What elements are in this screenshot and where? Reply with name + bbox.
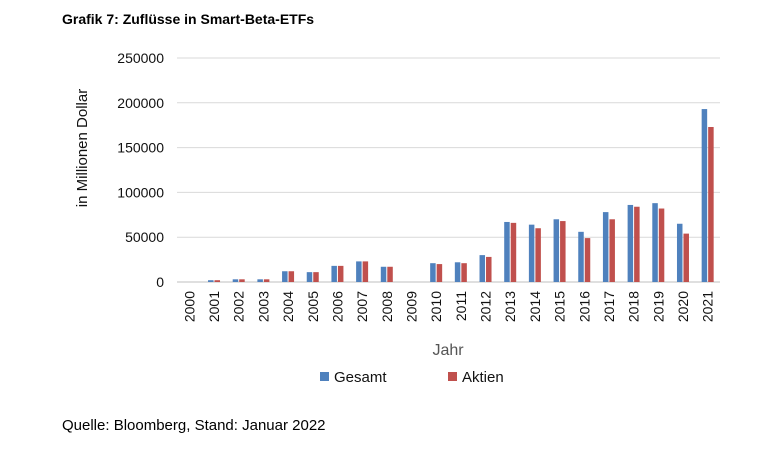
- bar-aktien-2020: [683, 233, 689, 282]
- bar-gesamt-2012: [479, 255, 486, 282]
- y-tick-label: 100000: [117, 184, 164, 200]
- x-tick-label: 2010: [428, 291, 444, 322]
- bar-aktien-2001: [214, 280, 221, 282]
- bar-gesamt-2010: [430, 263, 436, 282]
- bar-aktien-2006: [337, 265, 344, 282]
- legend-swatch-gesamt: [320, 372, 329, 381]
- bar-aktien-2021: [708, 126, 714, 282]
- bar-gesamt-2001: [208, 280, 214, 282]
- bar-gesamt-2017: [602, 212, 609, 282]
- x-tick-label: 2016: [576, 291, 592, 322]
- legend-label-gesamt: Gesamt: [334, 369, 387, 386]
- bar-aktien-2002: [239, 279, 245, 282]
- bar-gesamt-2007: [356, 261, 362, 282]
- bar-gesamt-2013: [504, 221, 510, 282]
- x-tick-label: 2001: [206, 291, 222, 322]
- x-tick-label: 2008: [379, 291, 395, 322]
- chart-title: Grafik 7: Zuflüsse in Smart-Beta-ETFs: [62, 11, 315, 27]
- bar-aktien-2018: [634, 206, 640, 282]
- y-tick-labels: 250000 200000 150000 100000 50000 0: [117, 50, 164, 290]
- bar-aktien-2014: [535, 228, 541, 282]
- bar-aktien-2008: [387, 266, 393, 282]
- x-tick-label: 2009: [403, 291, 419, 322]
- source-note: Quelle: Bloomberg, Stand: Januar 2022: [62, 417, 326, 434]
- x-tick-labels: 2000 2001 2002 2003 2004 2005 2006 2007 2008 2009…: [181, 291, 715, 322]
- bar-aktien-2005: [313, 272, 319, 282]
- y-tick-label: 50000: [125, 229, 164, 245]
- bar-aktien-2019: [658, 208, 665, 282]
- legend: Gesamt Aktien: [320, 369, 504, 386]
- y-axis-title: in Millionen Dollar: [74, 89, 91, 207]
- bar-gesamt-2016: [578, 231, 584, 282]
- x-tick-label: 2000: [181, 291, 197, 322]
- x-tick-label: 2004: [280, 291, 296, 322]
- x-tick-label: 2015: [552, 291, 568, 322]
- bar-aktien-2011: [461, 263, 467, 282]
- bar-gesamt-2002: [232, 279, 239, 282]
- bar-aktien-2015: [560, 221, 566, 282]
- bar-gesamt-2020: [676, 223, 683, 282]
- bar-aktien-2016: [584, 238, 591, 282]
- x-tick-label: 2005: [305, 291, 321, 322]
- bar-gesamt-2015: [553, 219, 560, 282]
- x-tick-label: 2003: [255, 291, 271, 322]
- legend-swatch-aktien: [448, 372, 457, 381]
- x-axis-title: Jahr: [432, 342, 464, 359]
- x-tick-label: 2013: [502, 291, 518, 322]
- bar-gesamt-2021: [701, 109, 708, 283]
- legend-label-aktien: Aktien: [462, 369, 504, 386]
- bar-gesamt-2008: [380, 266, 387, 282]
- bar-gesamt-2006: [331, 265, 337, 282]
- bar-aktien-2013: [510, 222, 517, 282]
- bar-aktien-2007: [362, 261, 369, 282]
- bar-gesamt-2005: [306, 272, 313, 282]
- x-tick-label: 2017: [601, 291, 617, 322]
- bar-aktien-2010: [436, 264, 443, 282]
- y-tick-label: 200000: [117, 95, 164, 111]
- x-tick-label: 2011: [453, 291, 469, 321]
- bar-aktien-2003: [263, 279, 270, 282]
- bar-gesamt-2018: [627, 204, 634, 282]
- bar-aktien-2004: [288, 271, 295, 282]
- x-tick-label: 2012: [478, 291, 494, 322]
- bar-aktien-2012: [486, 256, 492, 282]
- y-tick-label: 0: [156, 274, 164, 290]
- x-tick-label: 2014: [527, 291, 543, 322]
- y-tick-label: 150000: [117, 140, 164, 156]
- x-tick-label: 2020: [675, 291, 691, 322]
- x-tick-label: 2018: [626, 291, 642, 322]
- x-tick-label: 2006: [329, 291, 345, 322]
- x-tick-label: 2019: [650, 291, 666, 322]
- x-tick-label: 2007: [354, 291, 370, 322]
- bar-aktien-2017: [609, 219, 615, 282]
- bar-gesamt-2004: [282, 271, 288, 282]
- x-tick-label: 2021: [700, 291, 716, 322]
- x-tick-label: 2002: [231, 291, 247, 322]
- y-tick-label: 250000: [117, 50, 164, 66]
- bar-gesamt-2003: [257, 279, 263, 282]
- bar-gesamt-2014: [528, 224, 535, 282]
- bar-gesamt-2019: [652, 203, 658, 282]
- bar-gesamt-2011: [454, 262, 461, 282]
- bars: [208, 109, 714, 283]
